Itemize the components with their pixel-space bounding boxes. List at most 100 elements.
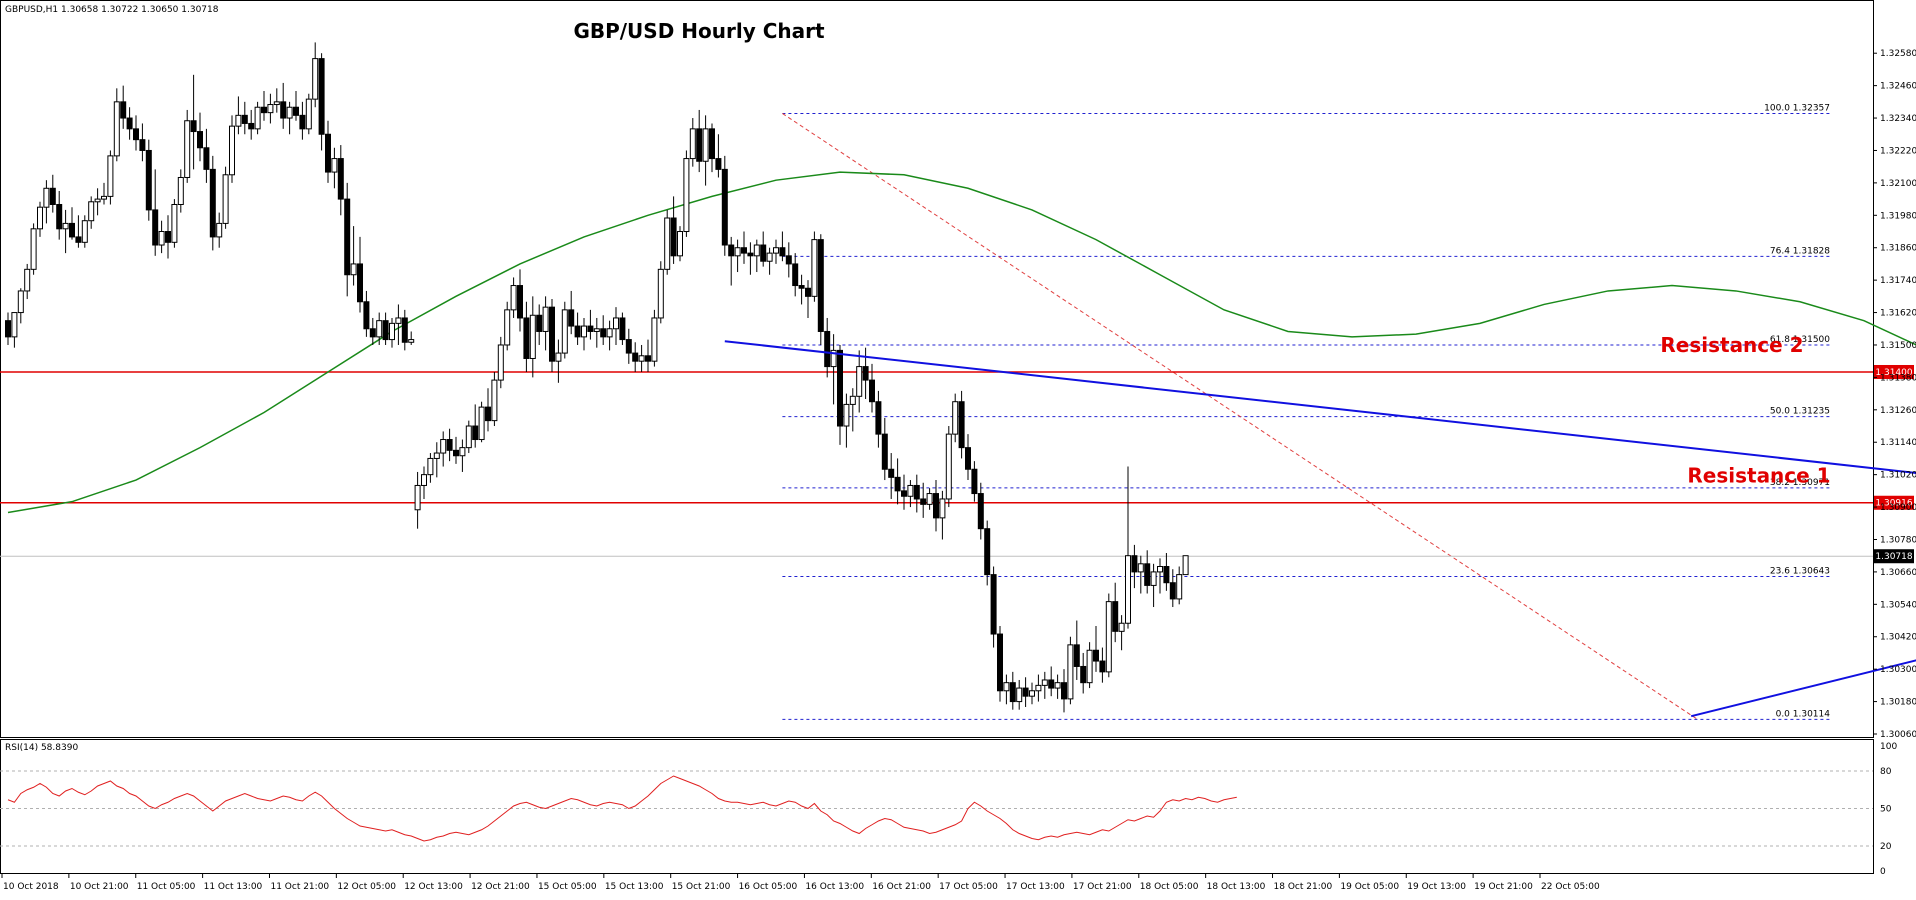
- candle: [62, 209, 69, 254]
- candle: [856, 350, 863, 413]
- candle: [1125, 466, 1131, 629]
- time-tick-label: 16 Oct 05:00: [739, 882, 798, 892]
- resistance-price-tag: [1874, 495, 1914, 510]
- candle: [933, 480, 939, 532]
- price-tick-label: 1.31140: [1880, 438, 1916, 448]
- candle-body: [913, 484, 920, 500]
- candle-body: [869, 379, 875, 403]
- candle-body: [587, 325, 594, 332]
- candle: [753, 239, 760, 273]
- candle-body: [837, 349, 843, 427]
- candle-body: [56, 203, 63, 230]
- candle: [369, 317, 376, 345]
- candle-body: [126, 117, 133, 130]
- candle: [1137, 555, 1144, 594]
- candle-body: [331, 158, 338, 173]
- time-tick-label: 12 Oct 05:00: [337, 882, 396, 892]
- candle-body: [933, 493, 939, 519]
- candle-body: [523, 317, 530, 359]
- resistance-price-label: 1.31400: [1875, 368, 1912, 378]
- candle-body: [657, 268, 664, 319]
- fib-level-label: 23.6 1.30643: [1770, 566, 1830, 576]
- candle: [715, 134, 722, 178]
- candle: [190, 74, 197, 170]
- candle: [177, 169, 184, 213]
- candle-body: [203, 147, 210, 170]
- candle: [133, 115, 139, 151]
- candle: [1048, 666, 1055, 697]
- candle-body: [107, 155, 114, 197]
- candle-body: [49, 187, 56, 205]
- candle-body: [702, 128, 709, 162]
- candle: [741, 231, 747, 264]
- candle: [1003, 674, 1010, 705]
- candle: [760, 231, 767, 267]
- candle: [472, 404, 479, 448]
- price-tick-label: 1.32100: [1880, 179, 1916, 189]
- candle-body: [958, 401, 965, 449]
- candle: [817, 234, 824, 345]
- candle-body: [1176, 574, 1183, 600]
- candle-body: [1067, 644, 1074, 700]
- time-tick-label: 12 Oct 21:00: [471, 882, 530, 892]
- rsi-tick-label: 20: [1880, 842, 1892, 852]
- time-tick-label: 10 Oct 21:00: [70, 882, 129, 892]
- candle-body: [862, 366, 869, 381]
- candle: [1112, 582, 1119, 643]
- candle: [702, 115, 709, 186]
- fib-level-label: 0.0 1.30114: [1776, 709, 1831, 719]
- candle: [907, 480, 914, 508]
- candle-body: [664, 217, 671, 270]
- price-tick-label: 1.30780: [1880, 535, 1916, 545]
- candle: [1035, 674, 1042, 702]
- candle: [587, 309, 594, 340]
- candle: [632, 342, 639, 372]
- candle-body: [235, 114, 242, 127]
- candle: [792, 253, 799, 297]
- candle: [1144, 550, 1151, 594]
- candle: [1150, 563, 1157, 608]
- fib-level-label: 61.8 1.31500: [1770, 335, 1830, 345]
- bullish-trendline: [1690, 659, 1916, 718]
- candle: [542, 296, 549, 351]
- candle: [1093, 625, 1099, 672]
- candle-body: [299, 114, 306, 130]
- candle-body: [389, 322, 395, 341]
- candle-body: [1150, 571, 1157, 586]
- candle-body: [24, 268, 31, 292]
- candle-body: [318, 58, 325, 135]
- candle-body: [344, 198, 351, 276]
- time-tick-label: 15 Oct 13:00: [605, 882, 664, 892]
- candle-body: [11, 312, 18, 338]
- candle-body: [1009, 682, 1016, 703]
- candle-body: [440, 439, 447, 454]
- candle: [446, 428, 453, 462]
- candle-body: [491, 379, 498, 422]
- candle: [395, 304, 402, 345]
- price-tick-label: 1.32220: [1880, 146, 1916, 156]
- candle: [677, 226, 683, 262]
- candle-body: [5, 320, 11, 338]
- candle-body: [1131, 555, 1138, 573]
- candle: [651, 309, 658, 367]
- candle-body: [184, 120, 191, 178]
- candle-body: [997, 633, 1003, 692]
- candle: [1086, 642, 1093, 689]
- candle: [568, 290, 575, 335]
- candle-body: [497, 344, 504, 381]
- candle: [965, 434, 971, 481]
- candle-body: [459, 447, 466, 457]
- time-tick-label: 19 Oct 21:00: [1474, 882, 1533, 892]
- candle-body: [30, 228, 37, 270]
- candle-body: [568, 309, 575, 327]
- candle-body: [293, 106, 299, 116]
- fibonacci-layer: 100.0 1.32357 76.4 1.31828 61.8 1.31500 50.…: [782, 103, 1832, 720]
- candle-body: [721, 168, 728, 246]
- candle: [920, 482, 927, 518]
- price-axis: 1.32580 1.32460 1.32340 1.32220 1.32100 1.319…: [1873, 49, 1916, 740]
- fib-level-label: 38.2 1.30971: [1770, 478, 1830, 488]
- candle-body: [414, 484, 421, 511]
- time-tick-label: 22 Oct 05:00: [1541, 882, 1600, 892]
- candle-body: [581, 325, 587, 338]
- candle-body: [395, 317, 402, 324]
